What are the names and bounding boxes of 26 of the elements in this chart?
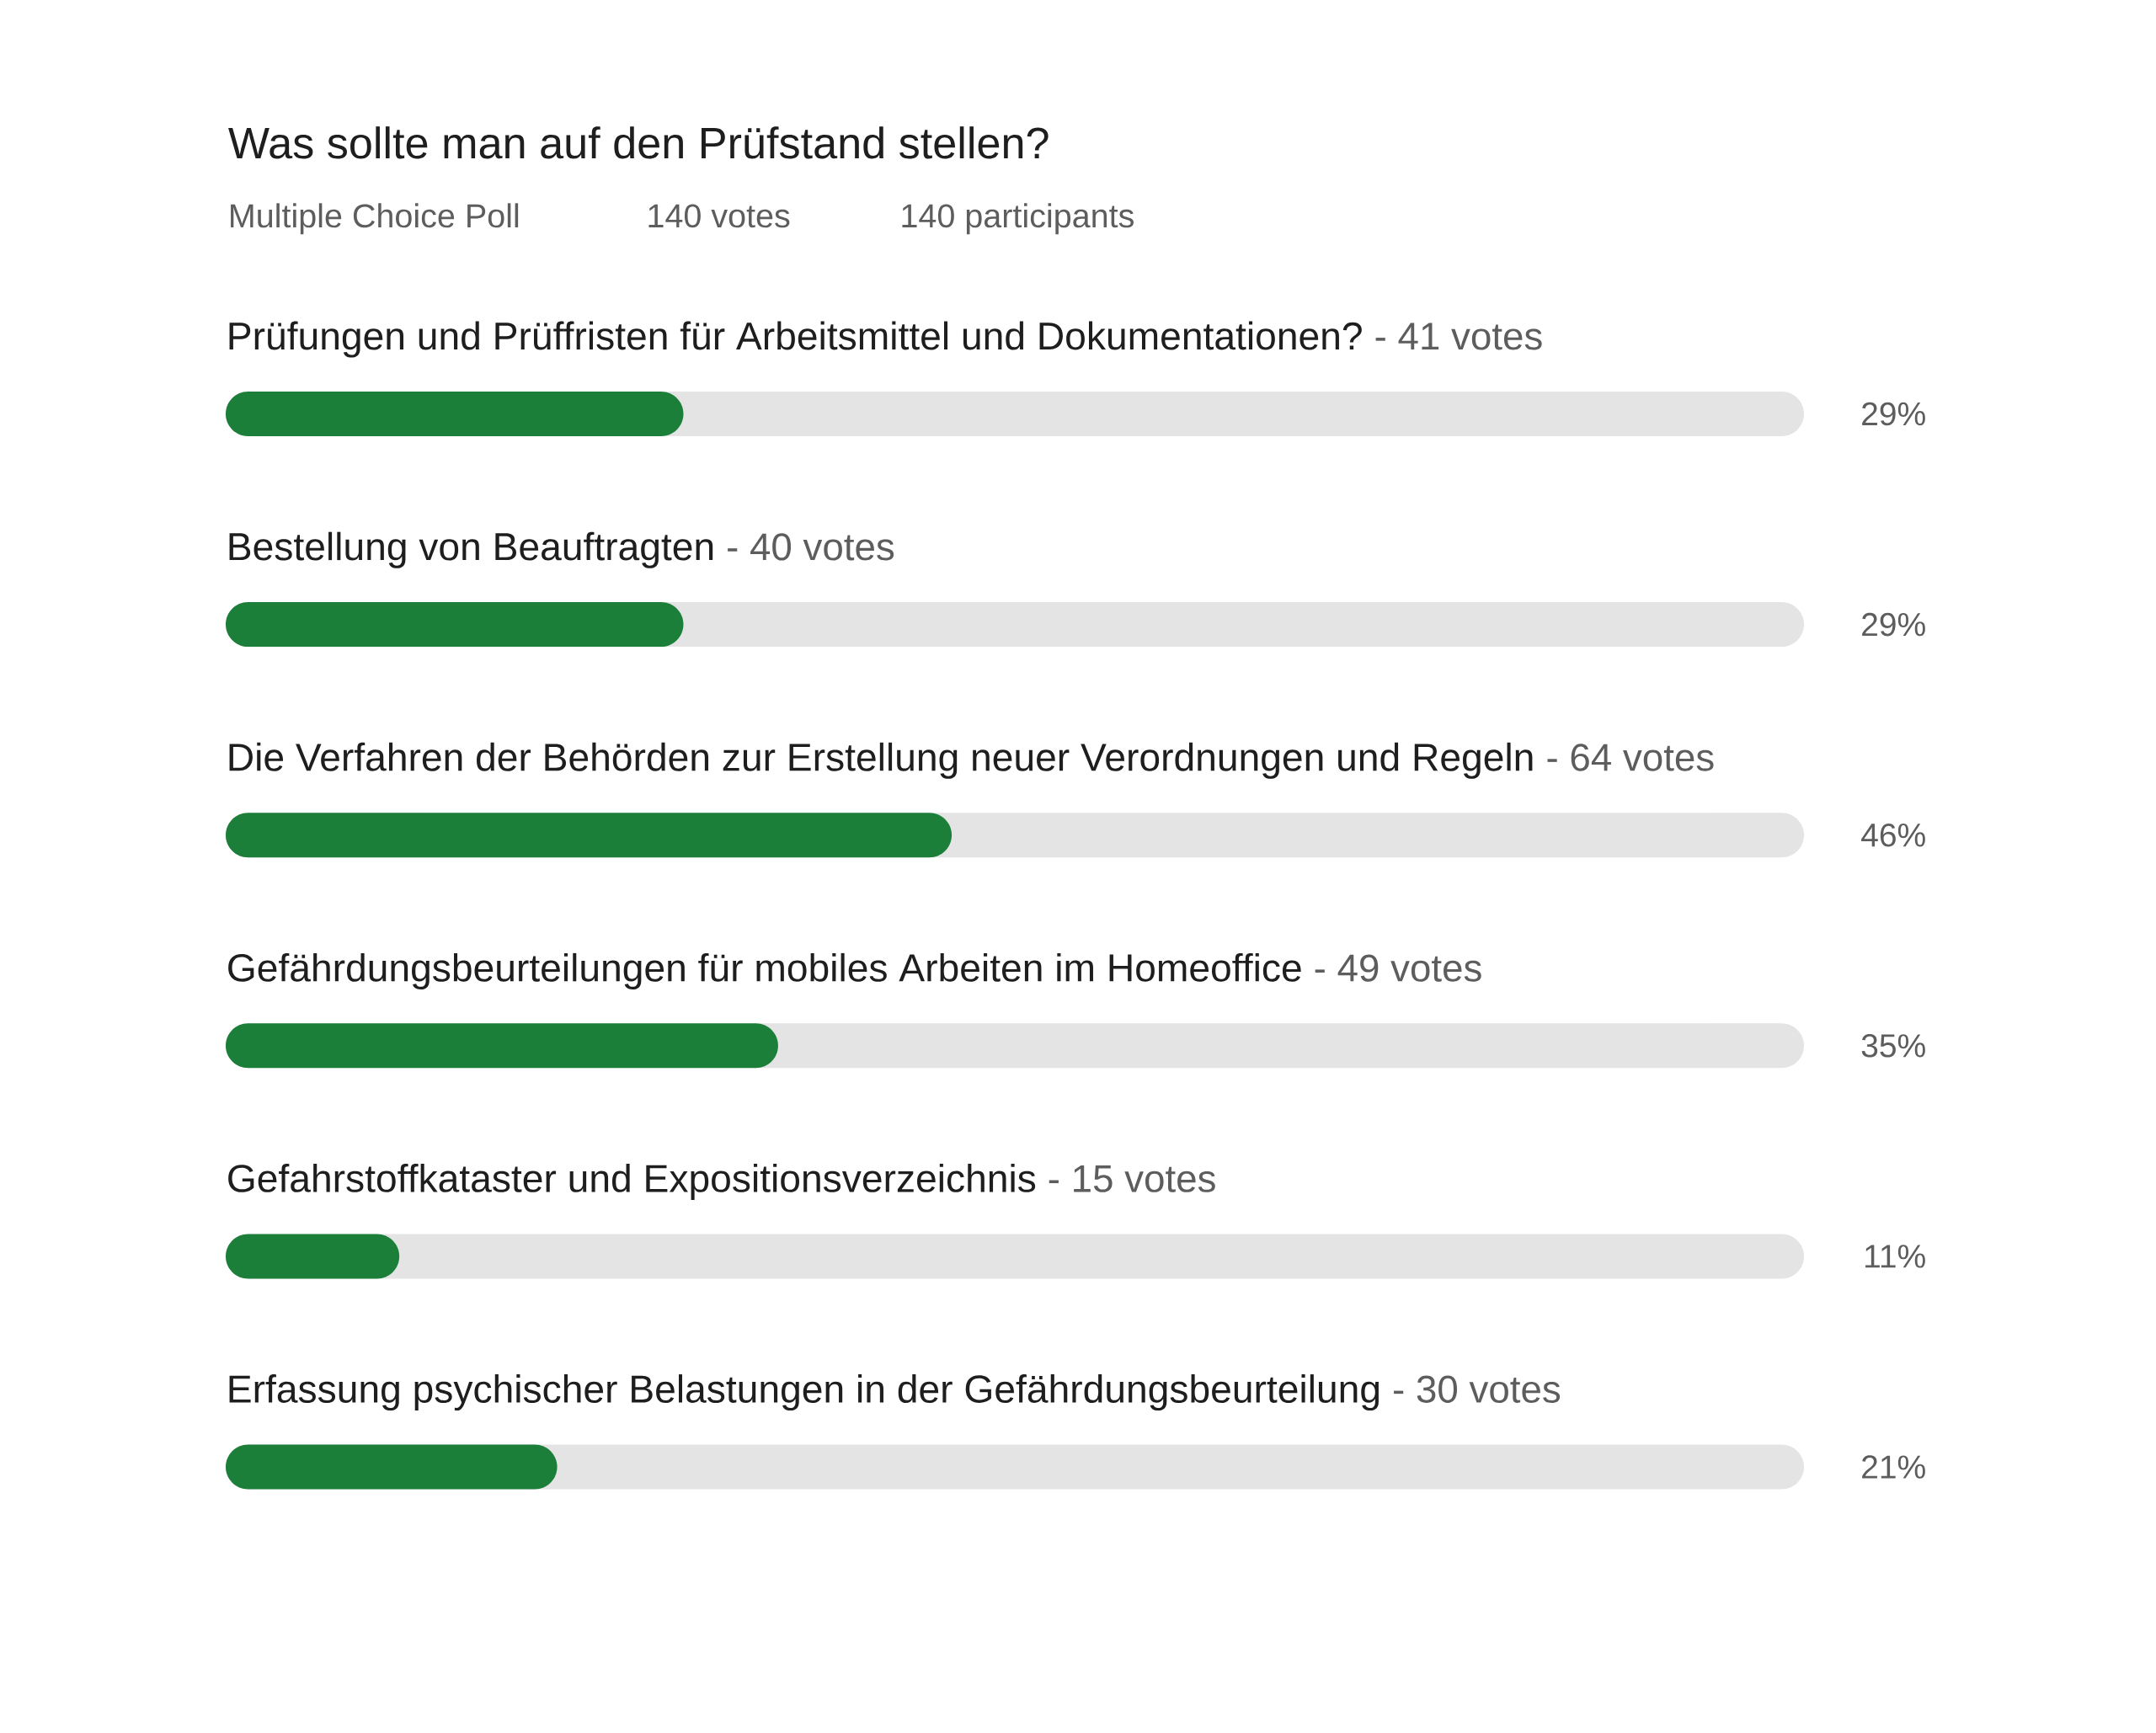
y-tick-label: Die Verfahren der Behörden zur Erstellung neuer Verordnungen und Regeln: [229, 742, 1533, 779]
data-label: 21%: [1862, 1455, 1925, 1479]
y-tick-label: Bestellung von Beauftragten: [229, 531, 713, 568]
annotation: - 49 votes: [1315, 954, 1481, 982]
annotation: - 40 votes: [728, 533, 894, 561]
y-tick-label: Erfassung psychischer Belastungen in der Gefährdungsbeurteilung: [229, 1374, 1380, 1411]
data-label: 46%: [1861, 823, 1925, 847]
data-label: 29%: [1862, 402, 1925, 426]
annotation: - 41 votes: [1375, 323, 1542, 350]
y-tick-label: Prüfungen und Prüffristen für Arbeitsmittel und Dokumentationen?: [229, 321, 1362, 358]
annotation: 140 participants: [902, 203, 1134, 235]
y-tick-label: Gefahrstoffkataster und Expositionsverzeichnis: [228, 1163, 1036, 1201]
annotation: - 64 votes: [1547, 744, 1714, 771]
annotation: - 15 votes: [1049, 1165, 1215, 1192]
data-label: 11%: [1865, 1245, 1925, 1268]
bar: [226, 1444, 558, 1490]
y-tick-label: Gefährdungsbeurteilungen für mobiles Arbeiten im Homeoffice: [228, 952, 1301, 989]
annotation: - 30 votes: [1394, 1375, 1561, 1403]
text: 140 votes: [648, 204, 790, 228]
bar: [226, 602, 684, 648]
chart-subtitle: Multiple Choice Poll: [231, 203, 519, 235]
data-label: 29%: [1862, 612, 1925, 637]
data-label: 35%: [1861, 1034, 1925, 1058]
bar: [226, 1234, 400, 1279]
chart-title: Was sollte man auf den Prüfstand stellen?: [228, 126, 1049, 159]
bar: [226, 392, 684, 437]
